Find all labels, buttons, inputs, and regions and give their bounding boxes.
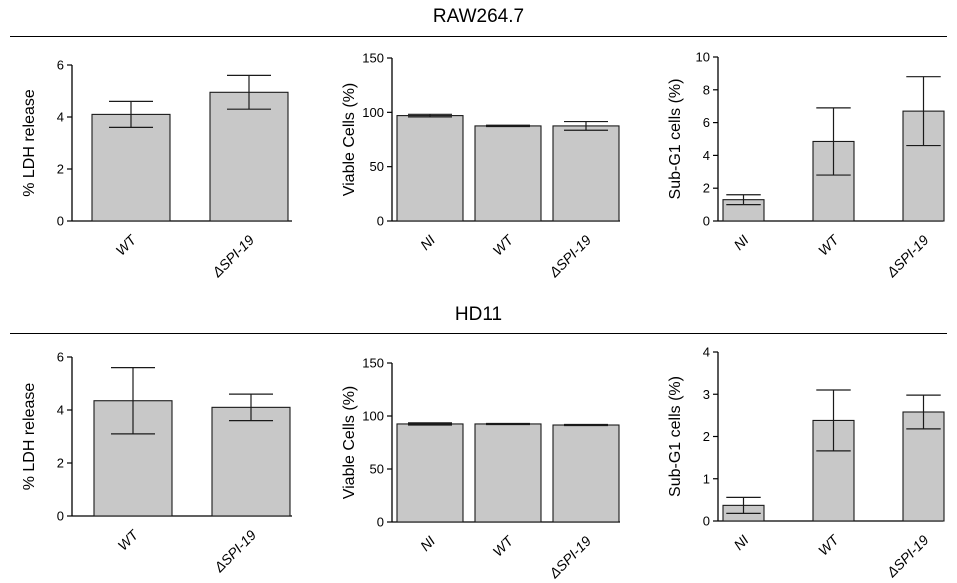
y-tick-label: 2 <box>57 456 64 471</box>
x-tick-label: ΔSPI-19 <box>883 532 932 581</box>
bar <box>474 423 542 523</box>
y-tick-label: 150 <box>362 51 384 66</box>
section-title-hd11: HD11 <box>454 304 503 325</box>
y-tick-label: 4 <box>57 110 64 125</box>
bar <box>552 125 620 222</box>
y-tick-label: 6 <box>57 350 64 365</box>
section-divider-raw264 <box>10 36 947 37</box>
y-tick-label: 2 <box>703 181 710 196</box>
y-tick-label: 50 <box>370 462 384 477</box>
y-tick-label: 2 <box>57 162 64 177</box>
y-tick-label: 4 <box>703 148 710 163</box>
y-axis-title: Sub-G1 cells (%) <box>667 376 684 497</box>
y-tick-label: 0 <box>57 509 64 524</box>
x-tick-label: ΔSPI-19 <box>210 527 259 576</box>
y-axis-title: Viable Cells (%) <box>341 83 358 197</box>
y-tick-label: 100 <box>362 105 384 120</box>
y-tick-label: 1 <box>703 471 710 486</box>
y-tick-label: 3 <box>703 387 710 402</box>
x-tick-label: WT <box>112 231 140 259</box>
x-tick-label: ΔSPI-19 <box>208 232 257 281</box>
y-tick-label: 150 <box>362 356 384 371</box>
x-tick-label: ΔSPI-19 <box>545 232 594 281</box>
bar <box>396 115 464 222</box>
y-tick-label: 6 <box>57 58 64 73</box>
y-tick-label: 0 <box>377 214 384 229</box>
y-tick-label: 8 <box>703 82 710 97</box>
y-axis-title: Viable Cells (%) <box>341 386 358 500</box>
bar <box>474 125 542 222</box>
bar <box>552 424 620 523</box>
y-tick-label: 4 <box>703 345 710 360</box>
bar <box>211 406 291 517</box>
bar <box>91 113 171 222</box>
x-tick-label: WT <box>815 531 843 559</box>
x-tick-label: ΔSPI-19 <box>883 232 932 281</box>
y-tick-label: 4 <box>57 403 64 418</box>
bar <box>902 411 945 522</box>
y-tick-label: 10 <box>696 50 710 65</box>
x-tick-label: NI <box>417 232 438 253</box>
x-tick-label: WT <box>114 526 142 554</box>
x-tick-label: WT <box>489 231 517 259</box>
y-tick-label: 100 <box>362 409 384 424</box>
y-tick-label: 0 <box>703 514 710 529</box>
y-axis-title: % LDH release <box>21 383 38 491</box>
y-axis-title: Sub-G1 cells (%) <box>667 79 684 200</box>
x-tick-label: NI <box>730 232 751 253</box>
section-title-raw264: RAW264.7 <box>432 6 525 27</box>
y-tick-label: 0 <box>57 214 64 229</box>
y-axis-title: % LDH release <box>21 89 38 197</box>
x-tick-label: WT <box>815 231 843 259</box>
bar <box>209 91 289 222</box>
x-tick-label: NI <box>730 532 751 553</box>
y-tick-label: 6 <box>703 115 710 130</box>
y-tick-label: 2 <box>703 429 710 444</box>
y-tick-label: 50 <box>370 159 384 174</box>
x-tick-label: NI <box>417 533 438 554</box>
bar <box>396 423 464 523</box>
y-tick-label: 0 <box>703 214 710 229</box>
x-tick-label: WT <box>489 532 517 560</box>
y-tick-label: 0 <box>377 515 384 530</box>
section-divider-hd11 <box>10 333 947 334</box>
x-tick-label: ΔSPI-19 <box>545 533 594 582</box>
